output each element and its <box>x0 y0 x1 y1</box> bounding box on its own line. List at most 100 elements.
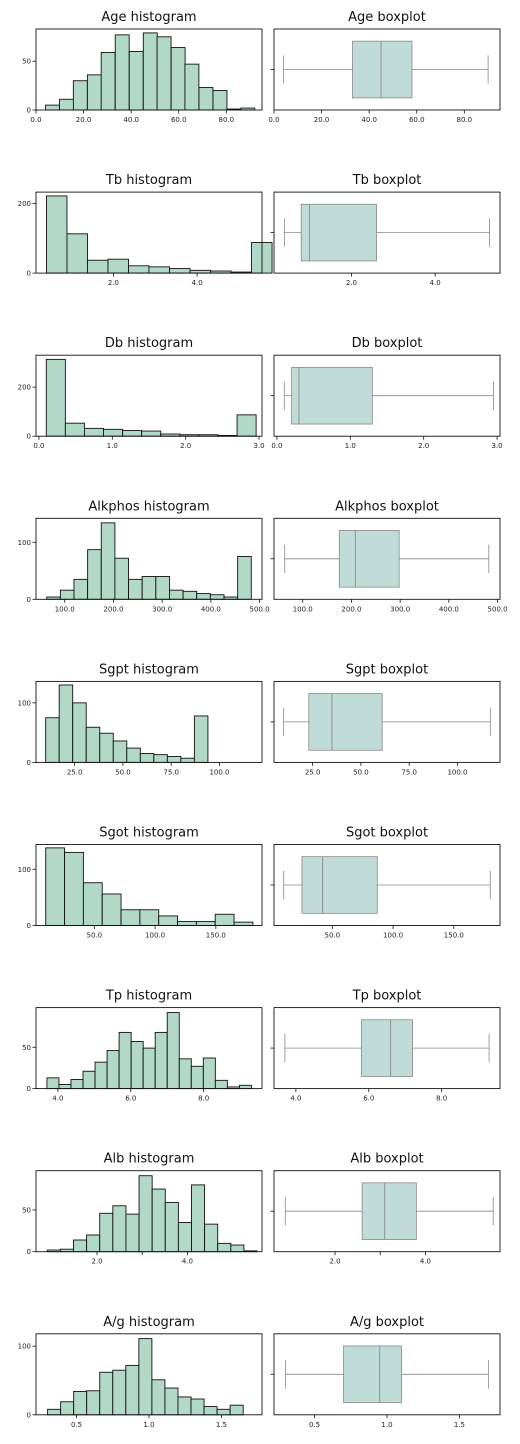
histogram-bar <box>94 1061 108 1090</box>
histogram-bar <box>138 1175 153 1253</box>
histogram-bar <box>114 34 130 111</box>
x-tick-label: 4.0 <box>430 279 441 287</box>
x-tick-label: 80.0 <box>219 116 235 124</box>
histogram-bar <box>237 556 252 600</box>
histogram-bar <box>106 1050 120 1090</box>
histogram-bar <box>148 266 170 274</box>
x-tick-label: 75.0 <box>401 768 417 776</box>
x-tick-label: 50.0 <box>115 768 131 776</box>
x-tick-label: 20.0 <box>76 116 92 124</box>
x-tick-label: 2.0 <box>346 279 357 287</box>
x-tick-label: 4.0 <box>52 1095 63 1103</box>
axes-frame <box>35 1007 263 1090</box>
y-tick-label: 0 <box>27 922 31 930</box>
axes-frame <box>273 354 501 437</box>
histogram-bar <box>46 1077 60 1090</box>
histogram-bar <box>164 1387 179 1416</box>
chart-title: Age histogram <box>101 10 196 25</box>
chart-title: Age boxplot <box>348 10 426 25</box>
boxplot-panel-11: Sgot boxplot 50.0 100.0 150.0 <box>270 826 501 940</box>
histogram-bar <box>156 36 172 111</box>
chart-title: Sgpt histogram <box>99 662 199 677</box>
boxplot-panel-5: Db boxplot 0.0 1.0 2.0 3.0 <box>270 336 503 450</box>
x-tick-label: 2.0 <box>91 1258 102 1266</box>
x-tick-label: 1.0 <box>143 1421 154 1429</box>
histogram-bar <box>198 87 214 111</box>
histogram-bar <box>214 1079 228 1090</box>
chart-title: Tp boxplot <box>352 989 422 1004</box>
axes-frame <box>35 680 263 763</box>
histogram-bar <box>85 726 101 763</box>
x-tick-label: 100.0 <box>145 932 165 940</box>
x-tick-label: 20.0 <box>314 116 330 124</box>
histogram-bar <box>238 1084 252 1090</box>
x-tick-label: 100.0 <box>383 932 403 940</box>
histogram-bar <box>72 80 88 111</box>
y-tick-label: 100 <box>18 699 31 707</box>
chart-title: Alb histogram <box>104 1152 195 1167</box>
histogram-bar <box>45 358 66 437</box>
histogram-bar <box>214 913 235 926</box>
histogram-bar <box>112 740 128 763</box>
histogram-bar <box>112 1369 127 1416</box>
axes-frame <box>35 1170 263 1253</box>
y-tick-label: 0 <box>27 107 31 115</box>
histogram-bar <box>155 576 170 600</box>
histogram-bar <box>87 259 109 274</box>
x-tick-label: 0.0 <box>268 116 279 124</box>
histogram-bar <box>164 1201 179 1253</box>
box-iqr <box>338 530 400 588</box>
y-tick-label: 50 <box>22 1044 31 1052</box>
boxplot-panel-7: Alkphos boxplot 100.0 200.0 300.0 400.0 500.0 <box>270 499 508 613</box>
histogram-bar <box>128 578 143 600</box>
chart-title: Sgot histogram <box>99 826 199 841</box>
x-tick-label: 100.0 <box>447 768 467 776</box>
histogram-bar <box>72 702 87 763</box>
histogram-bar <box>141 430 162 437</box>
axes-frame <box>35 191 263 274</box>
histogram-bar <box>139 909 160 926</box>
histogram-bar <box>99 1212 114 1253</box>
y-tick-label: 50 <box>22 1206 31 1214</box>
boxplot-panel-1: Age boxplot 0.0 20.0 40.0 60.0 80.0 <box>268 10 501 124</box>
histogram-bar <box>217 1242 232 1253</box>
histogram-bar <box>141 576 157 600</box>
x-tick-label: 3.0 <box>491 442 502 450</box>
x-tick-label: 2.0 <box>180 442 191 450</box>
histogram-bar <box>229 1404 244 1416</box>
x-tick-label: 50.0 <box>325 932 341 940</box>
chart-title: Tp histogram <box>105 989 192 1004</box>
x-tick-label: 4.0 <box>192 279 203 287</box>
x-tick-label: 100.0 <box>209 768 229 776</box>
histogram-bar <box>64 851 84 926</box>
axes-frame <box>35 28 263 111</box>
x-tick-label: 200.0 <box>341 605 361 613</box>
histogram-bar <box>190 1398 205 1416</box>
histogram-bar <box>70 1079 84 1090</box>
x-tick-label: 6.0 <box>363 1095 374 1103</box>
histogram-panel-2: Tb histogram 0 200 2.0 4.0 <box>18 173 273 287</box>
x-tick-label: 60.0 <box>409 116 425 124</box>
x-tick-label: 2.0 <box>108 279 119 287</box>
y-tick-label: 100 <box>18 1343 31 1351</box>
histogram-bar <box>236 414 257 437</box>
histogram-bar <box>45 847 66 926</box>
histogram-bar <box>58 684 74 763</box>
x-tick-label: 2.0 <box>418 442 429 450</box>
histogram-panel-8: Sgpt histogram 0 100 25.0 50.0 75.0 100.0 <box>18 662 263 776</box>
histogram-bar <box>114 557 129 600</box>
histogram-bar <box>86 1390 101 1416</box>
x-tick-label: 25.0 <box>305 768 321 776</box>
histogram-bar <box>230 1244 245 1253</box>
histogram-bar <box>99 732 114 763</box>
histogram-bar <box>118 1031 132 1090</box>
histogram-bar <box>99 1371 114 1416</box>
histogram-bar <box>177 1396 192 1416</box>
axes-frame <box>273 1333 501 1416</box>
histogram-bar <box>73 1239 88 1253</box>
chart-title: Db histogram <box>105 336 193 351</box>
histogram-bar <box>203 1406 218 1416</box>
histogram-bar <box>60 1401 75 1416</box>
chart-title: Tb boxplot <box>352 173 422 188</box>
